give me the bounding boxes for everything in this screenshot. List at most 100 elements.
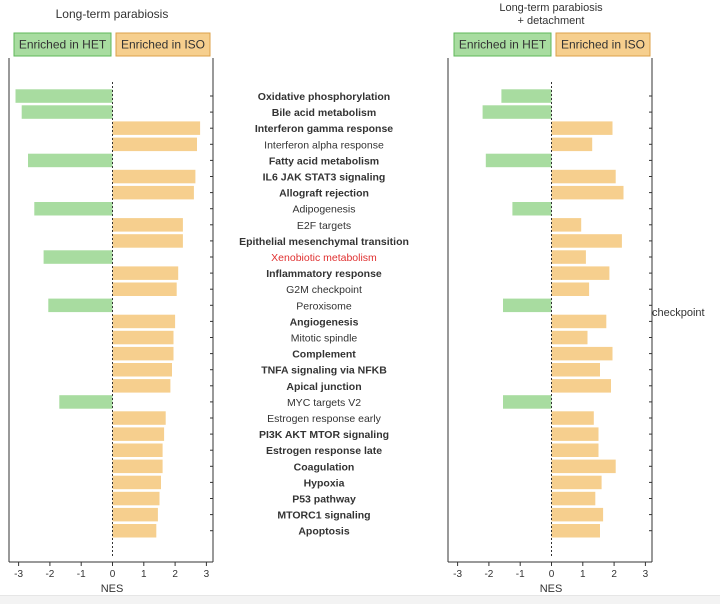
pathway-label: Adipogenesis bbox=[292, 204, 355, 216]
right-xtick-label: 2 bbox=[611, 569, 617, 580]
left-bar bbox=[112, 379, 171, 393]
pathway-label: Allograft rejection bbox=[279, 188, 369, 200]
left-xtick-label: -1 bbox=[77, 569, 86, 580]
right-legend-het-label: Enriched in HET bbox=[459, 38, 547, 52]
right-bar bbox=[551, 218, 582, 232]
pathway-label: Apoptosis bbox=[298, 526, 349, 538]
pathway-label: Complement bbox=[292, 349, 356, 361]
left-bar bbox=[112, 524, 157, 538]
right-bar bbox=[551, 330, 588, 345]
right-xtick-label: -1 bbox=[516, 569, 525, 580]
left-bar bbox=[112, 411, 166, 425]
right-xtick-label: 3 bbox=[643, 569, 649, 580]
left-bar bbox=[112, 314, 176, 329]
pathway-label: Estrogen response early bbox=[267, 413, 382, 425]
right-legend-iso-box bbox=[555, 32, 651, 57]
right-xtick-label: 0 bbox=[549, 569, 555, 580]
left-bar bbox=[112, 427, 165, 441]
left-legend-iso-label: Enriched in ISO bbox=[121, 38, 205, 52]
right-bar bbox=[501, 89, 552, 103]
left-bar bbox=[112, 185, 194, 200]
right-bar bbox=[551, 314, 607, 329]
right-bar bbox=[551, 459, 616, 474]
left-bar bbox=[112, 459, 163, 474]
left-bar bbox=[112, 137, 197, 152]
left-bar bbox=[112, 282, 177, 296]
left-bar bbox=[112, 363, 172, 377]
right-bar bbox=[503, 298, 552, 313]
left-bar bbox=[112, 234, 183, 248]
left-bar bbox=[112, 346, 174, 361]
left-bar bbox=[59, 395, 113, 409]
left-bar bbox=[112, 218, 183, 232]
left-bar bbox=[112, 443, 163, 457]
right-bar bbox=[482, 105, 552, 119]
right-bar bbox=[551, 491, 596, 506]
right-xtick-label: -3 bbox=[453, 569, 462, 580]
left-bar bbox=[112, 475, 161, 490]
pathway-label: IL6 JAK STAT3 signaling bbox=[263, 172, 386, 184]
left-xtick-label: 1 bbox=[141, 569, 147, 580]
pathway-label: Apical junction bbox=[286, 381, 361, 393]
pathway-label: Peroxisome bbox=[296, 300, 352, 312]
pathway-label: Epithelial mesenchymal transition bbox=[239, 236, 409, 248]
right-bar bbox=[551, 363, 600, 377]
right-bar bbox=[551, 524, 600, 538]
pathway-label: TNFA signaling via NFKB bbox=[261, 365, 387, 377]
right-bar bbox=[551, 443, 599, 457]
pathway-label: E2F targets bbox=[297, 220, 351, 232]
left-legend-het-box bbox=[13, 32, 112, 57]
right-xlabel: NES bbox=[540, 583, 563, 595]
right-plot: -3 -2 -1 0 1 2 3 bbox=[447, 58, 653, 580]
pathway-label: PI3K AKT MTOR signaling bbox=[259, 429, 389, 441]
left-bar bbox=[112, 507, 158, 522]
pathway-label: Mitotic spindle bbox=[291, 333, 358, 345]
pathway-label: G2M checkpoint bbox=[286, 284, 362, 296]
right-bar bbox=[551, 346, 613, 361]
left-xlabel: NES bbox=[101, 583, 124, 595]
left-plot: -3 -2 -1 0 1 2 3 bbox=[8, 58, 214, 580]
right-panel-title-line2: + detachment bbox=[518, 15, 585, 27]
pathway-label: Oxidative phosphorylation bbox=[258, 91, 390, 103]
right-bar bbox=[551, 185, 624, 200]
left-bar bbox=[43, 250, 113, 264]
right-panel-title-line1: Long-term parabiosis bbox=[499, 2, 603, 14]
right-bar bbox=[551, 137, 593, 152]
left-bar bbox=[15, 89, 113, 103]
left-bar bbox=[112, 121, 201, 135]
right-bar bbox=[551, 379, 611, 393]
pathway-label: Estrogen response late bbox=[266, 445, 382, 457]
left-legend-het-label: Enriched in HET bbox=[19, 38, 107, 52]
pathway-label: P53 pathway bbox=[292, 494, 356, 506]
right-bar bbox=[551, 411, 594, 425]
left-xtick-label: 0 bbox=[110, 569, 116, 580]
right-bar bbox=[503, 395, 552, 409]
left-xtick-label: -2 bbox=[45, 569, 54, 580]
left-bar bbox=[34, 202, 113, 216]
pathway-label: Interferon gamma response bbox=[255, 123, 393, 135]
pathway-label: Fatty acid metabolism bbox=[269, 155, 379, 167]
right-legend-iso-label: Enriched in ISO bbox=[561, 38, 645, 52]
right-bar bbox=[551, 282, 590, 296]
right-legend-het-box bbox=[453, 32, 552, 57]
pathway-labels: Oxidative phosphorylation Bile acid metab… bbox=[239, 91, 409, 538]
left-legend-iso-box bbox=[115, 32, 211, 57]
left-bar bbox=[48, 298, 113, 313]
right-bar bbox=[551, 250, 586, 264]
right-xtick-label: 1 bbox=[580, 569, 586, 580]
left-bar bbox=[28, 153, 113, 168]
left-xtick-label: 2 bbox=[172, 569, 178, 580]
bottom-divider bbox=[0, 595, 720, 604]
right-bar bbox=[551, 121, 613, 135]
left-xtick-label: -3 bbox=[14, 569, 23, 580]
pathway-label: Interferon alpha response bbox=[264, 139, 384, 151]
left-bar bbox=[112, 491, 160, 506]
pathway-label: Inflammatory response bbox=[266, 268, 382, 280]
right-bar bbox=[485, 153, 552, 168]
right-xtick-label: -2 bbox=[484, 569, 493, 580]
left-bar bbox=[21, 105, 113, 119]
left-xtick-label: 3 bbox=[204, 569, 210, 580]
pathway-label: Angiogenesis bbox=[290, 316, 359, 328]
right-bar bbox=[551, 475, 602, 490]
